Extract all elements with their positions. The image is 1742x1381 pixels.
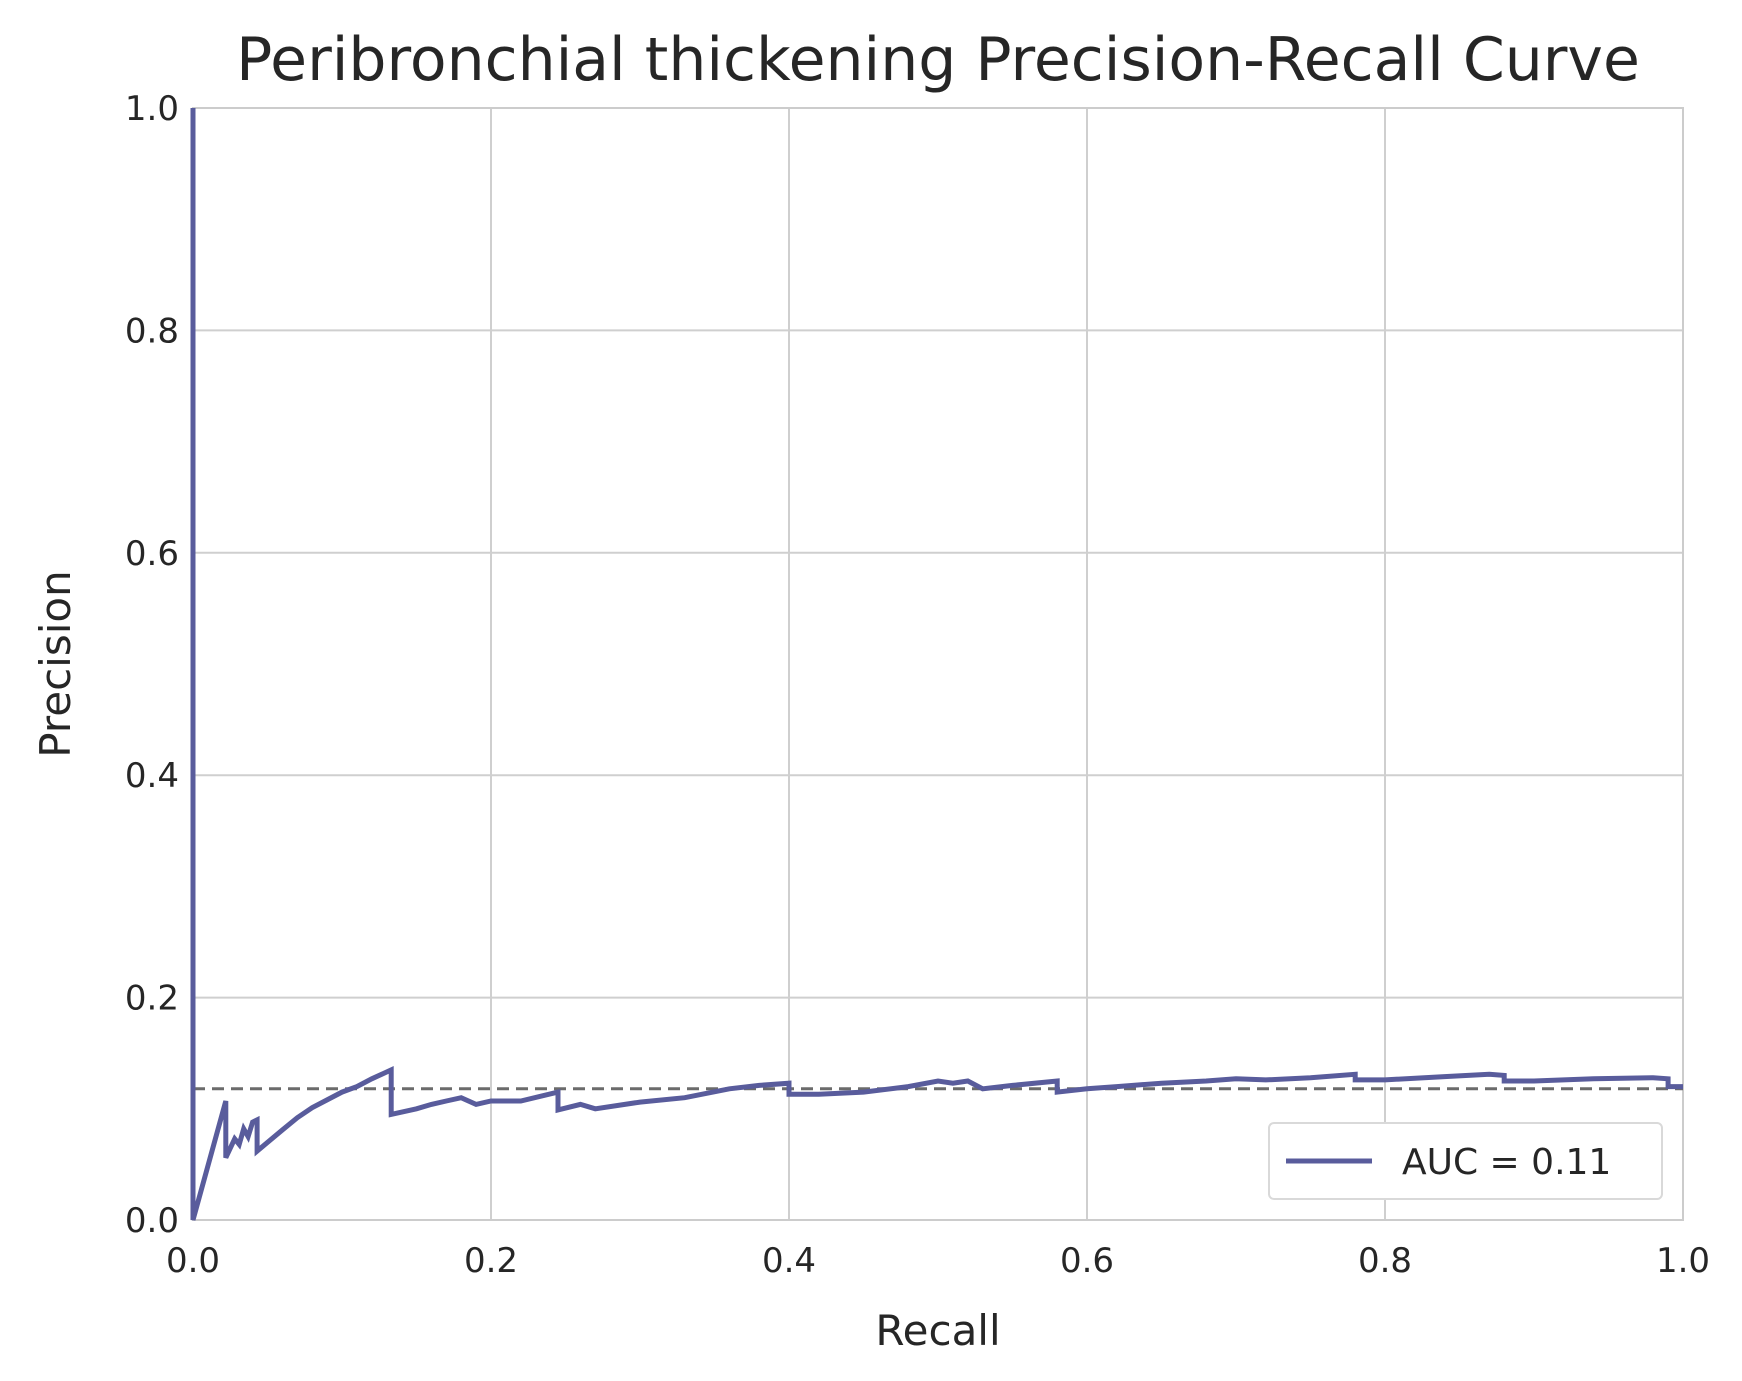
legend-entry: AUC = 0.11	[1402, 1142, 1611, 1183]
x-tick-labels: 0.0 0.2 0.4 0.6 0.8 1.0	[166, 1241, 1710, 1281]
x-tick-label: 0.8	[1358, 1241, 1412, 1281]
y-tick-label: 1.0	[125, 89, 179, 129]
x-tick-label: 0.2	[464, 1241, 518, 1281]
x-tick-label: 0.0	[166, 1241, 220, 1281]
x-tick-label: 0.4	[762, 1241, 816, 1281]
plot-area	[193, 108, 1683, 1220]
pr-curve-line	[190, 108, 1683, 1221]
x-tick-label: 0.6	[1060, 1241, 1114, 1281]
chart-title: Peribronchial thickening Precision-Recal…	[236, 25, 1640, 95]
x-axis-label: Recall	[875, 1306, 1000, 1355]
legend-box	[1268, 1122, 1663, 1200]
x-tick-label: 1.0	[1656, 1241, 1710, 1281]
y-tick-label: 0.6	[125, 534, 179, 574]
y-tick-label: 0.4	[125, 756, 179, 796]
y-tick-label: 0.0	[125, 1201, 179, 1241]
y-tick-label: 0.8	[125, 311, 179, 351]
y-tick-labels: 0.0 0.2 0.4 0.6 0.8 1.0	[125, 89, 179, 1241]
y-axis-label: Precision	[31, 570, 80, 757]
y-tick-label: 0.2	[125, 979, 179, 1019]
legend: AUC = 0.11	[1268, 1122, 1663, 1200]
